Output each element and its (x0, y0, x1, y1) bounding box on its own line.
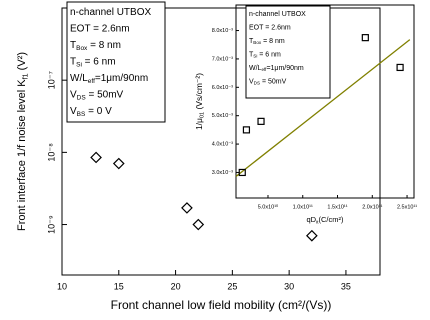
annotation-line-tail: = 6 nm (257, 51, 281, 58)
annotation-line: VBS = 0 V (70, 106, 112, 118)
annotation-line-tail: = 0 V (85, 106, 112, 117)
annotation-line: n-channel UTBOX (70, 7, 151, 18)
annotation-line: EOT = 2.6nm (249, 24, 291, 31)
data-point (112, 157, 125, 170)
annotation-line-sub: Box (76, 45, 88, 52)
annotation-line-text: V (249, 78, 254, 85)
data-point (181, 202, 193, 214)
y-tick-label: 4.0x10⁻³ (212, 142, 233, 148)
data-point (192, 218, 205, 231)
annotation-line-tail: = 6 nm (82, 56, 116, 67)
annotation-line-text: EOT = 2.6nm (249, 24, 291, 31)
x-tick-label: 20 (171, 281, 181, 291)
annotation-line-sub: DS (254, 81, 260, 86)
x-tick-label: 1.0x10¹¹ (293, 204, 313, 210)
x-tick-label: 2.0x10¹¹ (362, 204, 382, 210)
fit-line (235, 39, 411, 177)
annotation-line-text: T (70, 40, 76, 51)
annotation-line: EOT = 2.6nm (70, 23, 130, 34)
annotation-line: W/Leff=1μm/90nm (249, 65, 304, 72)
y-tick-label: 7.0x10⁻³ (212, 56, 233, 62)
x-axis-label: Front channel low field mobility (cm²/(V… (111, 298, 332, 312)
x-tick-label: 25 (227, 281, 237, 291)
annotation-line-text: T (70, 56, 76, 67)
annotation-line-text: EOT = 2.6nm (70, 23, 130, 34)
annotation-line: TBox = 8 nm (70, 40, 121, 52)
annotation-line-text: n-channel UTBOX (249, 11, 306, 18)
y-tick-label: 6.0x10⁻³ (212, 85, 233, 91)
x-axis-label-sub: it (316, 220, 319, 226)
annotation-line-text: T (249, 38, 254, 45)
annotation-line: n-channel UTBOX (249, 11, 306, 18)
x-tick-label: 10 (57, 281, 67, 291)
x-axis-label-tail: (C/cm²) (319, 215, 344, 224)
x-tick-label: 2.5x10¹¹ (397, 204, 417, 210)
plot-area (61, 7, 381, 276)
y-axis-label: Front interface 1/f noise level Kf1 (V²) (16, 52, 29, 231)
data-point (90, 151, 102, 164)
annotation-line-tail: =1μm/90nm (95, 73, 148, 84)
x-tick-label: 5.0x10¹⁰ (258, 203, 279, 210)
annotation-line-sub: Box (253, 40, 262, 45)
y-tick-label: 8.0x10⁻³ (212, 28, 233, 34)
annotation-line: VDS = 50mV (249, 78, 287, 85)
x-tick-label: 30 (284, 281, 294, 291)
annotation-line-text: V (70, 89, 77, 100)
y-tick-label: 10⁻⁷ (46, 71, 56, 89)
y-axis-label-tail: (Vs/cm⁻²) (194, 73, 204, 112)
annotation-line-tail: = 50mV (86, 89, 124, 100)
y-axis-label-sub: f1 (21, 73, 29, 79)
annotation-line-text: W/L (70, 73, 88, 84)
annotation-box (245, 5, 331, 99)
y-tick-label: 10⁻⁹ (46, 215, 56, 234)
y-axis-label: 1/μ01 (Vs/cm⁻²) (194, 73, 206, 130)
data-point (306, 229, 318, 242)
x-axis-label: qDit(C/cm²) (306, 215, 344, 226)
annotation-line-text: W/L (249, 65, 262, 72)
x-axis-label-text: Front channel low field mobility (cm²/(V… (111, 298, 332, 312)
y-axis-label-text: 1/μ (194, 118, 204, 130)
annotation-line-text: n-channel UTBOX (70, 7, 151, 18)
annotation-line-sub: BS (77, 111, 86, 118)
y-axis-label-sub: 01 (200, 112, 206, 118)
data-point (242, 126, 251, 134)
annotation-line-sub: Si (76, 61, 82, 68)
y-axis-label-tail: (V²) (16, 52, 28, 73)
annotation-line: TSi = 6 nm (70, 56, 116, 68)
annotation-line-sub: eff (88, 78, 95, 85)
annotation-line-tail: =1μm/90nm (266, 65, 303, 72)
plot-area (235, 4, 415, 199)
x-axis-label-text: qD (306, 215, 316, 224)
annotation-line-sub: DS (77, 94, 87, 101)
data-point (396, 63, 404, 72)
annotation-line: W/Leff=1μm/90nm (70, 73, 148, 85)
data-point (257, 117, 265, 125)
annotation-line: TBox = 8 nm (249, 38, 285, 45)
annotation-line: VDS = 50mV (70, 89, 124, 101)
data-point (238, 168, 246, 177)
annotation-line-tail: = 8 nm (261, 38, 285, 45)
annotation-line-text: V (70, 106, 77, 117)
data-point (361, 34, 369, 42)
annotation-line-sub: Si (253, 54, 257, 59)
annotation-line: TSi = 6 nm (249, 51, 281, 58)
x-tick-label: 1.5x10¹¹ (327, 204, 347, 210)
y-axis-label-text: Front interface 1/f noise level K (16, 79, 28, 231)
annotation-line-text: T (249, 51, 254, 58)
y-tick-label: 5.0x10⁻³ (212, 113, 233, 119)
annotation-line-tail: = 8 nm (87, 40, 121, 51)
annotation-box (66, 1, 166, 123)
annotation-line-tail: = 50mV (260, 78, 287, 85)
annotation-line-sub: eff (261, 67, 267, 72)
x-tick-label: 35 (341, 281, 351, 291)
x-tick-label: 15 (114, 281, 124, 291)
y-tick-label: 3.0x10⁻³ (212, 170, 233, 176)
y-tick-label: 10⁻⁸ (46, 143, 56, 162)
